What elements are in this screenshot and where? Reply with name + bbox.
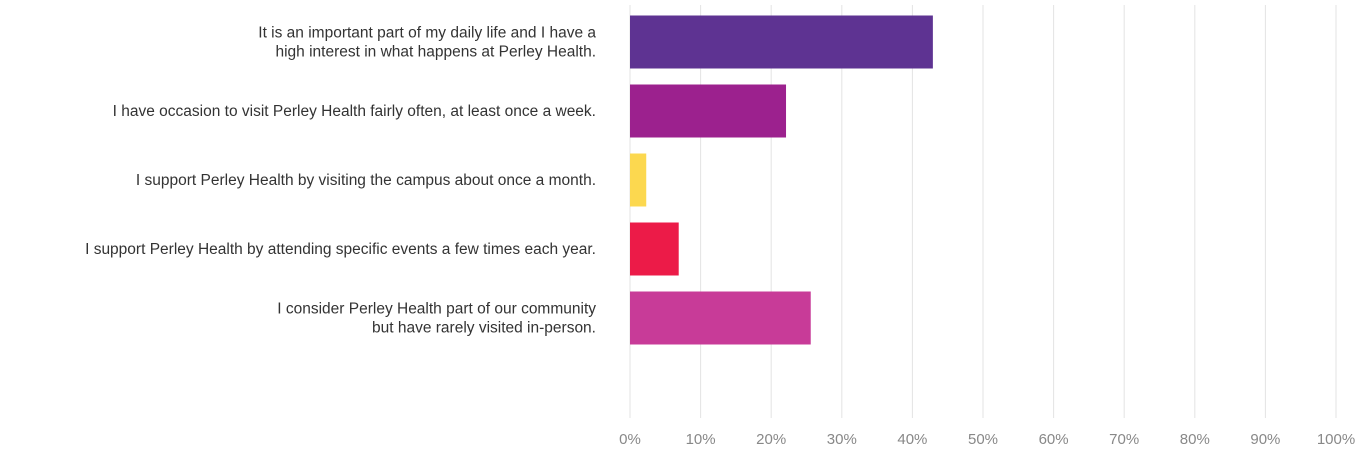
x-tick-label: 50% [968, 431, 998, 448]
bar-5 [630, 291, 811, 345]
x-tick-label: 30% [827, 431, 857, 448]
category-label-2: I have occasion to visit Perley Health f… [113, 103, 596, 120]
category-label-1: It is an important part of my daily life… [258, 25, 596, 61]
category-label-line: I support Perley Health by visiting the … [136, 172, 596, 189]
category-label-line: It is an important part of my daily life… [258, 25, 596, 42]
category-label-line: but have rarely visited in-person. [372, 320, 596, 337]
x-tick-label: 0% [619, 431, 641, 448]
gridlines [629, 5, 1337, 418]
bars [630, 15, 933, 345]
bar-1 [630, 15, 933, 69]
x-tick-label: 20% [756, 431, 786, 448]
category-label-line: high interest in what happens at Perley … [275, 44, 596, 61]
category-labels: It is an important part of my daily life… [85, 25, 596, 337]
category-label-4: I support Perley Health by attending spe… [85, 241, 596, 258]
x-tick-label: 100% [1317, 431, 1355, 448]
x-tick-label: 10% [686, 431, 716, 448]
category-label-line: I support Perley Health by attending spe… [85, 241, 596, 258]
x-tick-label: 60% [1039, 431, 1069, 448]
category-label-line: I consider Perley Health part of our com… [277, 301, 596, 318]
x-axis-ticks: 0% 10% 20% 30% 40% 50% 60% 70% 80% 90% 100% [619, 431, 1355, 448]
category-label-3: I support Perley Health by visiting the … [136, 172, 596, 189]
x-tick-label: 70% [1109, 431, 1139, 448]
x-tick-label: 40% [897, 431, 927, 448]
bar-3 [630, 153, 647, 207]
bar-4 [630, 222, 679, 276]
category-label-line: I have occasion to visit Perley Health f… [113, 103, 596, 120]
bar-2 [630, 84, 787, 138]
category-label-5: I consider Perley Health part of our com… [277, 301, 596, 337]
x-tick-label: 80% [1180, 431, 1210, 448]
x-tick-label: 90% [1250, 431, 1280, 448]
